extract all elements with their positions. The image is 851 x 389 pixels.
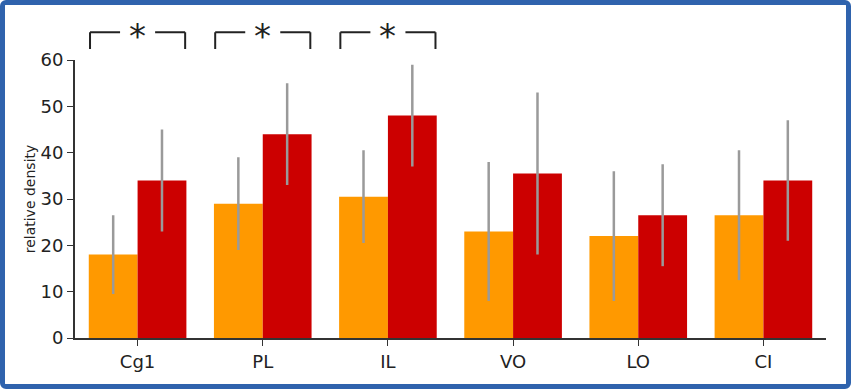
svg-text:50: 50 [40,96,63,117]
svg-text:LO: LO [626,351,650,372]
svg-text:*: * [379,16,396,56]
svg-text:PL: PL [252,351,273,372]
svg-text:40: 40 [40,142,63,163]
svg-text:30: 30 [40,188,63,209]
svg-text:20: 20 [40,235,63,256]
svg-text:Cg1: Cg1 [120,351,155,372]
svg-text:0: 0 [52,327,63,348]
svg-text:IL: IL [380,351,395,372]
svg-text:CI: CI [754,351,772,372]
svg-text:*: * [129,16,146,56]
svg-text:60: 60 [40,49,63,70]
svg-text:*: * [254,16,271,56]
svg-text:10: 10 [40,281,63,302]
svg-text:VO: VO [500,351,526,372]
svg-text:relative density: relative density [22,145,38,254]
